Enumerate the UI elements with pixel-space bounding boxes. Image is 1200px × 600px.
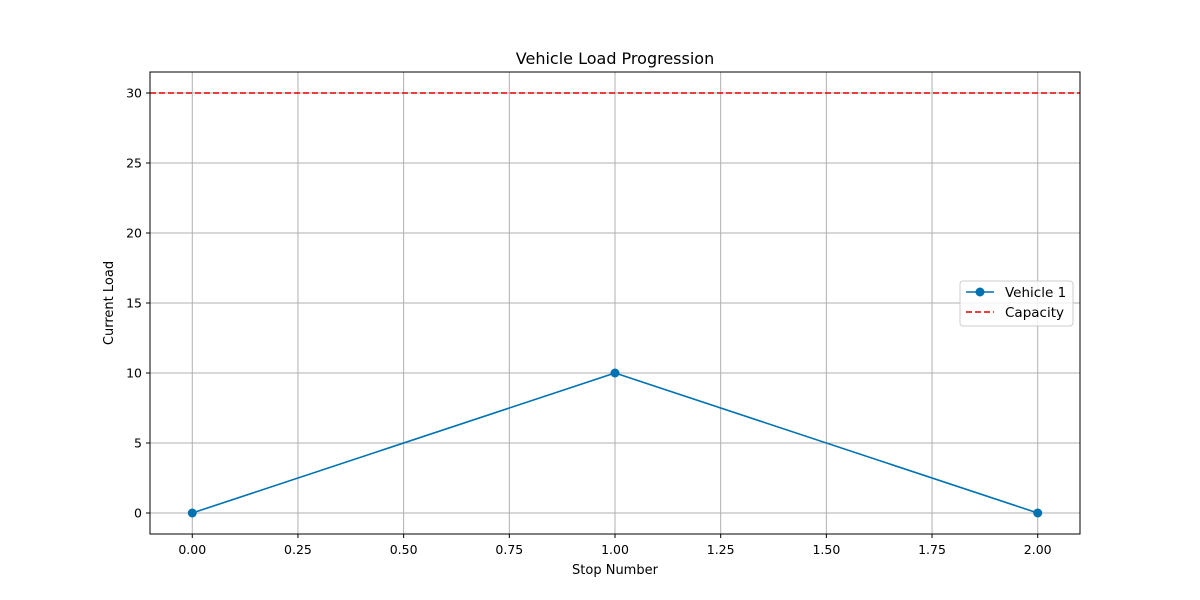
legend-label-vehicle-1: Vehicle 1: [1005, 285, 1066, 301]
x-tick-label: 1.00: [601, 542, 629, 557]
x-tick-label: 0.75: [495, 542, 523, 557]
x-tick-label: 2.00: [1024, 542, 1052, 557]
x-tick-label: 0.00: [178, 542, 206, 557]
y-tick-label: 25: [126, 156, 142, 171]
y-axis-ticks: 0 5 10 15 20 25 30: [126, 86, 150, 521]
x-tick-label: 0.50: [390, 542, 418, 557]
legend-label-capacity: Capacity: [1005, 305, 1064, 321]
y-tick-label: 30: [126, 86, 142, 101]
chart-title: Vehicle Load Progression: [516, 49, 714, 68]
y-tick-label: 10: [126, 366, 142, 381]
grid: [150, 72, 1080, 534]
x-tick-label: 0.25: [284, 542, 312, 557]
series-layer: [187, 368, 1043, 518]
x-tick-label: 1.25: [707, 542, 735, 557]
x-axis-label: Stop Number: [572, 563, 659, 578]
legend: Vehicle 1 Capacity: [959, 280, 1074, 327]
x-tick-label: 1.75: [918, 542, 946, 557]
y-tick-label: 20: [126, 226, 142, 241]
data-point: [187, 508, 197, 518]
y-tick-label: 15: [126, 296, 142, 311]
x-axis-ticks: 0.00 0.25 0.50 0.75 1.00 1.25 1.50 1.75 2.00: [178, 534, 1052, 557]
y-tick-label: 5: [134, 436, 142, 451]
data-point: [610, 368, 620, 378]
legend-marker-vehicle-1: [975, 287, 985, 297]
y-tick-label: 0: [134, 506, 142, 521]
data-point: [1033, 508, 1043, 518]
y-axis-label: Current Load: [102, 261, 117, 345]
x-tick-label: 1.50: [812, 542, 840, 557]
